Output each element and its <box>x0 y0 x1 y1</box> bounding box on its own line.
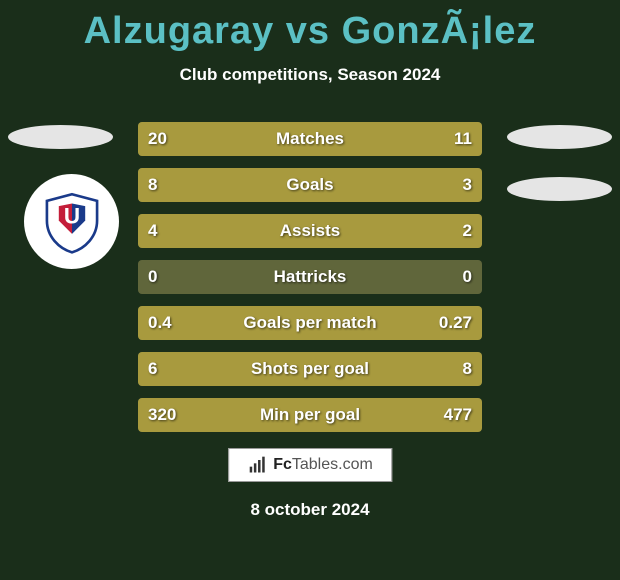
brand-fc: Fc <box>273 456 292 474</box>
stat-label: Hattricks <box>138 260 482 294</box>
stat-label: Assists <box>138 214 482 248</box>
brand-text: FcTables.com <box>273 456 373 474</box>
stat-value-right: 477 <box>444 398 472 432</box>
stat-row: Min per goal320 477 <box>138 398 482 432</box>
stat-row: Shots per goal6 8 <box>138 352 482 386</box>
date-text: 8 october 2024 <box>0 500 620 520</box>
stat-value-right: 2 <box>463 214 472 248</box>
footer-badge[interactable]: FcTables.com <box>228 448 392 482</box>
stat-value-left: 0 <box>148 260 157 294</box>
stat-row: Goals8 3 <box>138 168 482 202</box>
stat-label: Shots per goal <box>138 352 482 386</box>
stat-value-left: 320 <box>148 398 176 432</box>
stat-value-right: 0 <box>463 260 472 294</box>
stat-label: Matches <box>138 122 482 156</box>
stat-value-left: 8 <box>148 168 157 202</box>
svg-text:U: U <box>63 203 79 228</box>
stat-row: Matches20 11 <box>138 122 482 156</box>
stat-value-right: 0.27 <box>439 306 472 340</box>
stat-row: Assists4 2 <box>138 214 482 248</box>
stat-label: Min per goal <box>138 398 482 432</box>
shield-u-icon: U <box>39 189 105 255</box>
stat-value-right: 3 <box>463 168 472 202</box>
player-right-ellipse-2 <box>507 177 612 201</box>
stat-value-right: 11 <box>454 122 472 156</box>
club-logo-left: U <box>24 174 119 269</box>
player-left-ellipse-1 <box>8 125 113 149</box>
stat-label: Goals <box>138 168 482 202</box>
subtitle: Club competitions, Season 2024 <box>0 65 620 85</box>
player-right-ellipse-1 <box>507 125 612 149</box>
stat-row: Hattricks0 0 <box>138 260 482 294</box>
brand-tables: Tables.com <box>292 456 373 474</box>
stat-value-left: 0.4 <box>148 306 172 340</box>
stat-value-left: 4 <box>148 214 157 248</box>
stat-value-left: 20 <box>148 122 167 156</box>
stat-row: Goals per match0.4 0.27 <box>138 306 482 340</box>
page-title: Alzugaray vs GonzÃ¡lez <box>0 0 620 53</box>
stats-bars: Matches2011Goals83Assists42Hattricks00Go… <box>138 122 482 444</box>
stat-label: Goals per match <box>138 306 482 340</box>
stat-value-right: 8 <box>463 352 472 386</box>
chart-icon <box>247 455 267 475</box>
stat-value-left: 6 <box>148 352 157 386</box>
